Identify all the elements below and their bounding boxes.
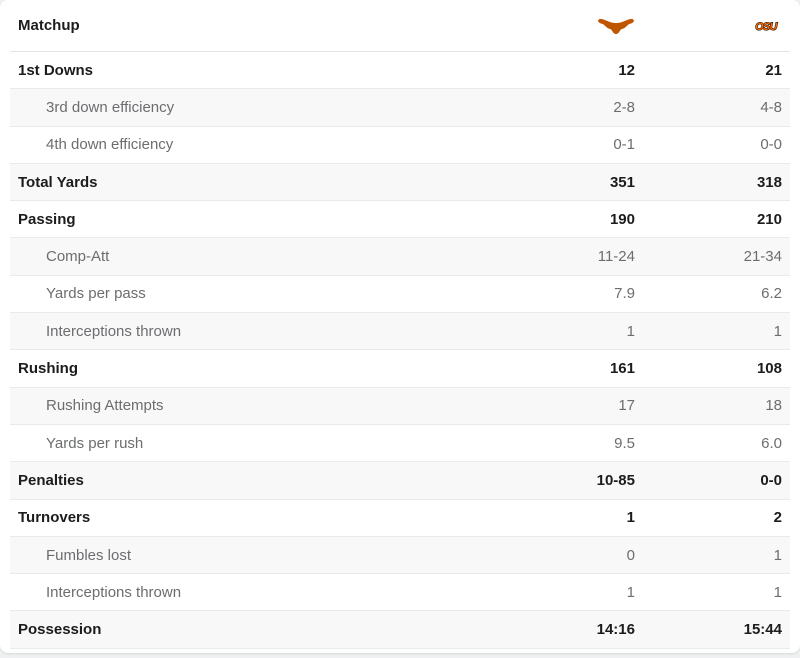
team1-value: 351 <box>609 173 635 191</box>
team2-value: 21 <box>765 61 782 79</box>
team1-value: 9.5 <box>614 434 635 452</box>
stat-row: Rushing Attempts 17 18 <box>10 387 790 425</box>
stat-label: 4th down efficiency <box>46 136 174 154</box>
team1-value: 1 <box>626 509 635 527</box>
team2-value: 6.2 <box>761 285 782 303</box>
stat-label: Yards per rush <box>46 434 144 452</box>
team2-value: 18 <box>765 397 782 415</box>
stat-row: Interceptions thrown 1 1 <box>10 313 790 351</box>
team2-value: 0-0 <box>760 136 782 154</box>
stat-label: 1st Downs <box>18 61 94 79</box>
stat-row: 4th down efficiency 0-1 0-0 <box>10 127 790 164</box>
team2-value: 1 <box>773 546 782 564</box>
stat-row: Interceptions thrown 1 1 <box>10 574 790 612</box>
stat-label: Penalties <box>18 471 84 489</box>
team1-value: 7.9 <box>614 285 635 303</box>
stat-row: 3rd down efficiency 2-8 4-8 <box>10 89 790 127</box>
team2-logo-cell[interactable]: OSU <box>635 17 782 34</box>
team1-value: 1 <box>626 583 635 601</box>
team2-value: 15:44 <box>743 621 782 639</box>
stat-label: Passing <box>18 210 76 228</box>
stat-label: Fumbles lost <box>46 546 132 564</box>
team2-value: 210 <box>756 210 782 228</box>
team1-logo-cell[interactable] <box>515 16 635 36</box>
stat-label: Total Yards <box>18 173 98 191</box>
team1-value: 0 <box>626 546 635 564</box>
team1-value: 11-24 <box>597 248 635 266</box>
team1-value: 1 <box>626 322 635 340</box>
stat-label: Interceptions thrown <box>46 322 182 340</box>
stat-label: Turnovers <box>18 509 91 527</box>
stat-row: Yards per pass 7.9 6.2 <box>10 276 790 314</box>
team2-value: 0-0 <box>760 471 782 489</box>
team1-value: 10-85 <box>596 471 635 489</box>
stat-label: Interceptions thrown <box>46 583 182 601</box>
stat-label: 3rd down efficiency <box>46 98 175 116</box>
team2-value: 4-8 <box>760 98 782 116</box>
team2-value: 21-34 <box>743 248 782 266</box>
stat-row: 1st Downs 12 21 <box>10 52 790 90</box>
texas-longhorns-logo[interactable] <box>597 16 635 36</box>
oklahoma-state-logo[interactable]: OSU <box>750 17 782 34</box>
team1-value: 0-1 <box>613 136 635 154</box>
team1-value: 2-8 <box>613 98 635 116</box>
team1-value: 190 <box>609 210 635 228</box>
stat-row: Turnovers 1 2 <box>10 500 790 537</box>
team2-value: 2 <box>773 509 782 527</box>
team1-value: 14:16 <box>596 621 635 639</box>
stat-label: Possession <box>18 621 102 639</box>
stat-row: Comp-Att 11-24 21-34 <box>10 238 790 276</box>
team2-value: 1 <box>773 583 782 601</box>
matchup-title: Matchup <box>18 17 80 34</box>
team1-value: 161 <box>609 360 635 378</box>
team2-value: 108 <box>756 360 782 378</box>
svg-text:OSU: OSU <box>755 21 778 33</box>
stat-row: Total Yards 351 318 <box>10 163 790 202</box>
team2-value: 318 <box>756 173 782 191</box>
stat-row: Possession 14:16 15:44 <box>10 611 790 649</box>
team1-value: 12 <box>618 61 635 79</box>
stat-row: Yards per rush 9.5 6.0 <box>10 425 790 463</box>
matchup-header: Matchup OSU <box>10 0 790 52</box>
stat-row: Passing 190 210 <box>10 201 790 239</box>
stat-label: Yards per pass <box>46 285 146 303</box>
team1-value: 17 <box>618 397 635 415</box>
stat-label: Comp-Att <box>46 248 110 266</box>
stat-row: Rushing 161 108 <box>10 350 790 388</box>
stat-row: Penalties 10-85 0-0 <box>10 462 790 500</box>
team2-value: 6.0 <box>761 434 782 452</box>
stat-label: Rushing <box>18 360 78 378</box>
stat-label: Rushing Attempts <box>46 397 164 415</box>
team2-value: 1 <box>773 322 782 340</box>
stats-table-body: 1st Downs 12 21 3rd down efficiency 2-8 … <box>10 52 790 649</box>
stat-row: Fumbles lost 0 1 <box>10 536 790 575</box>
